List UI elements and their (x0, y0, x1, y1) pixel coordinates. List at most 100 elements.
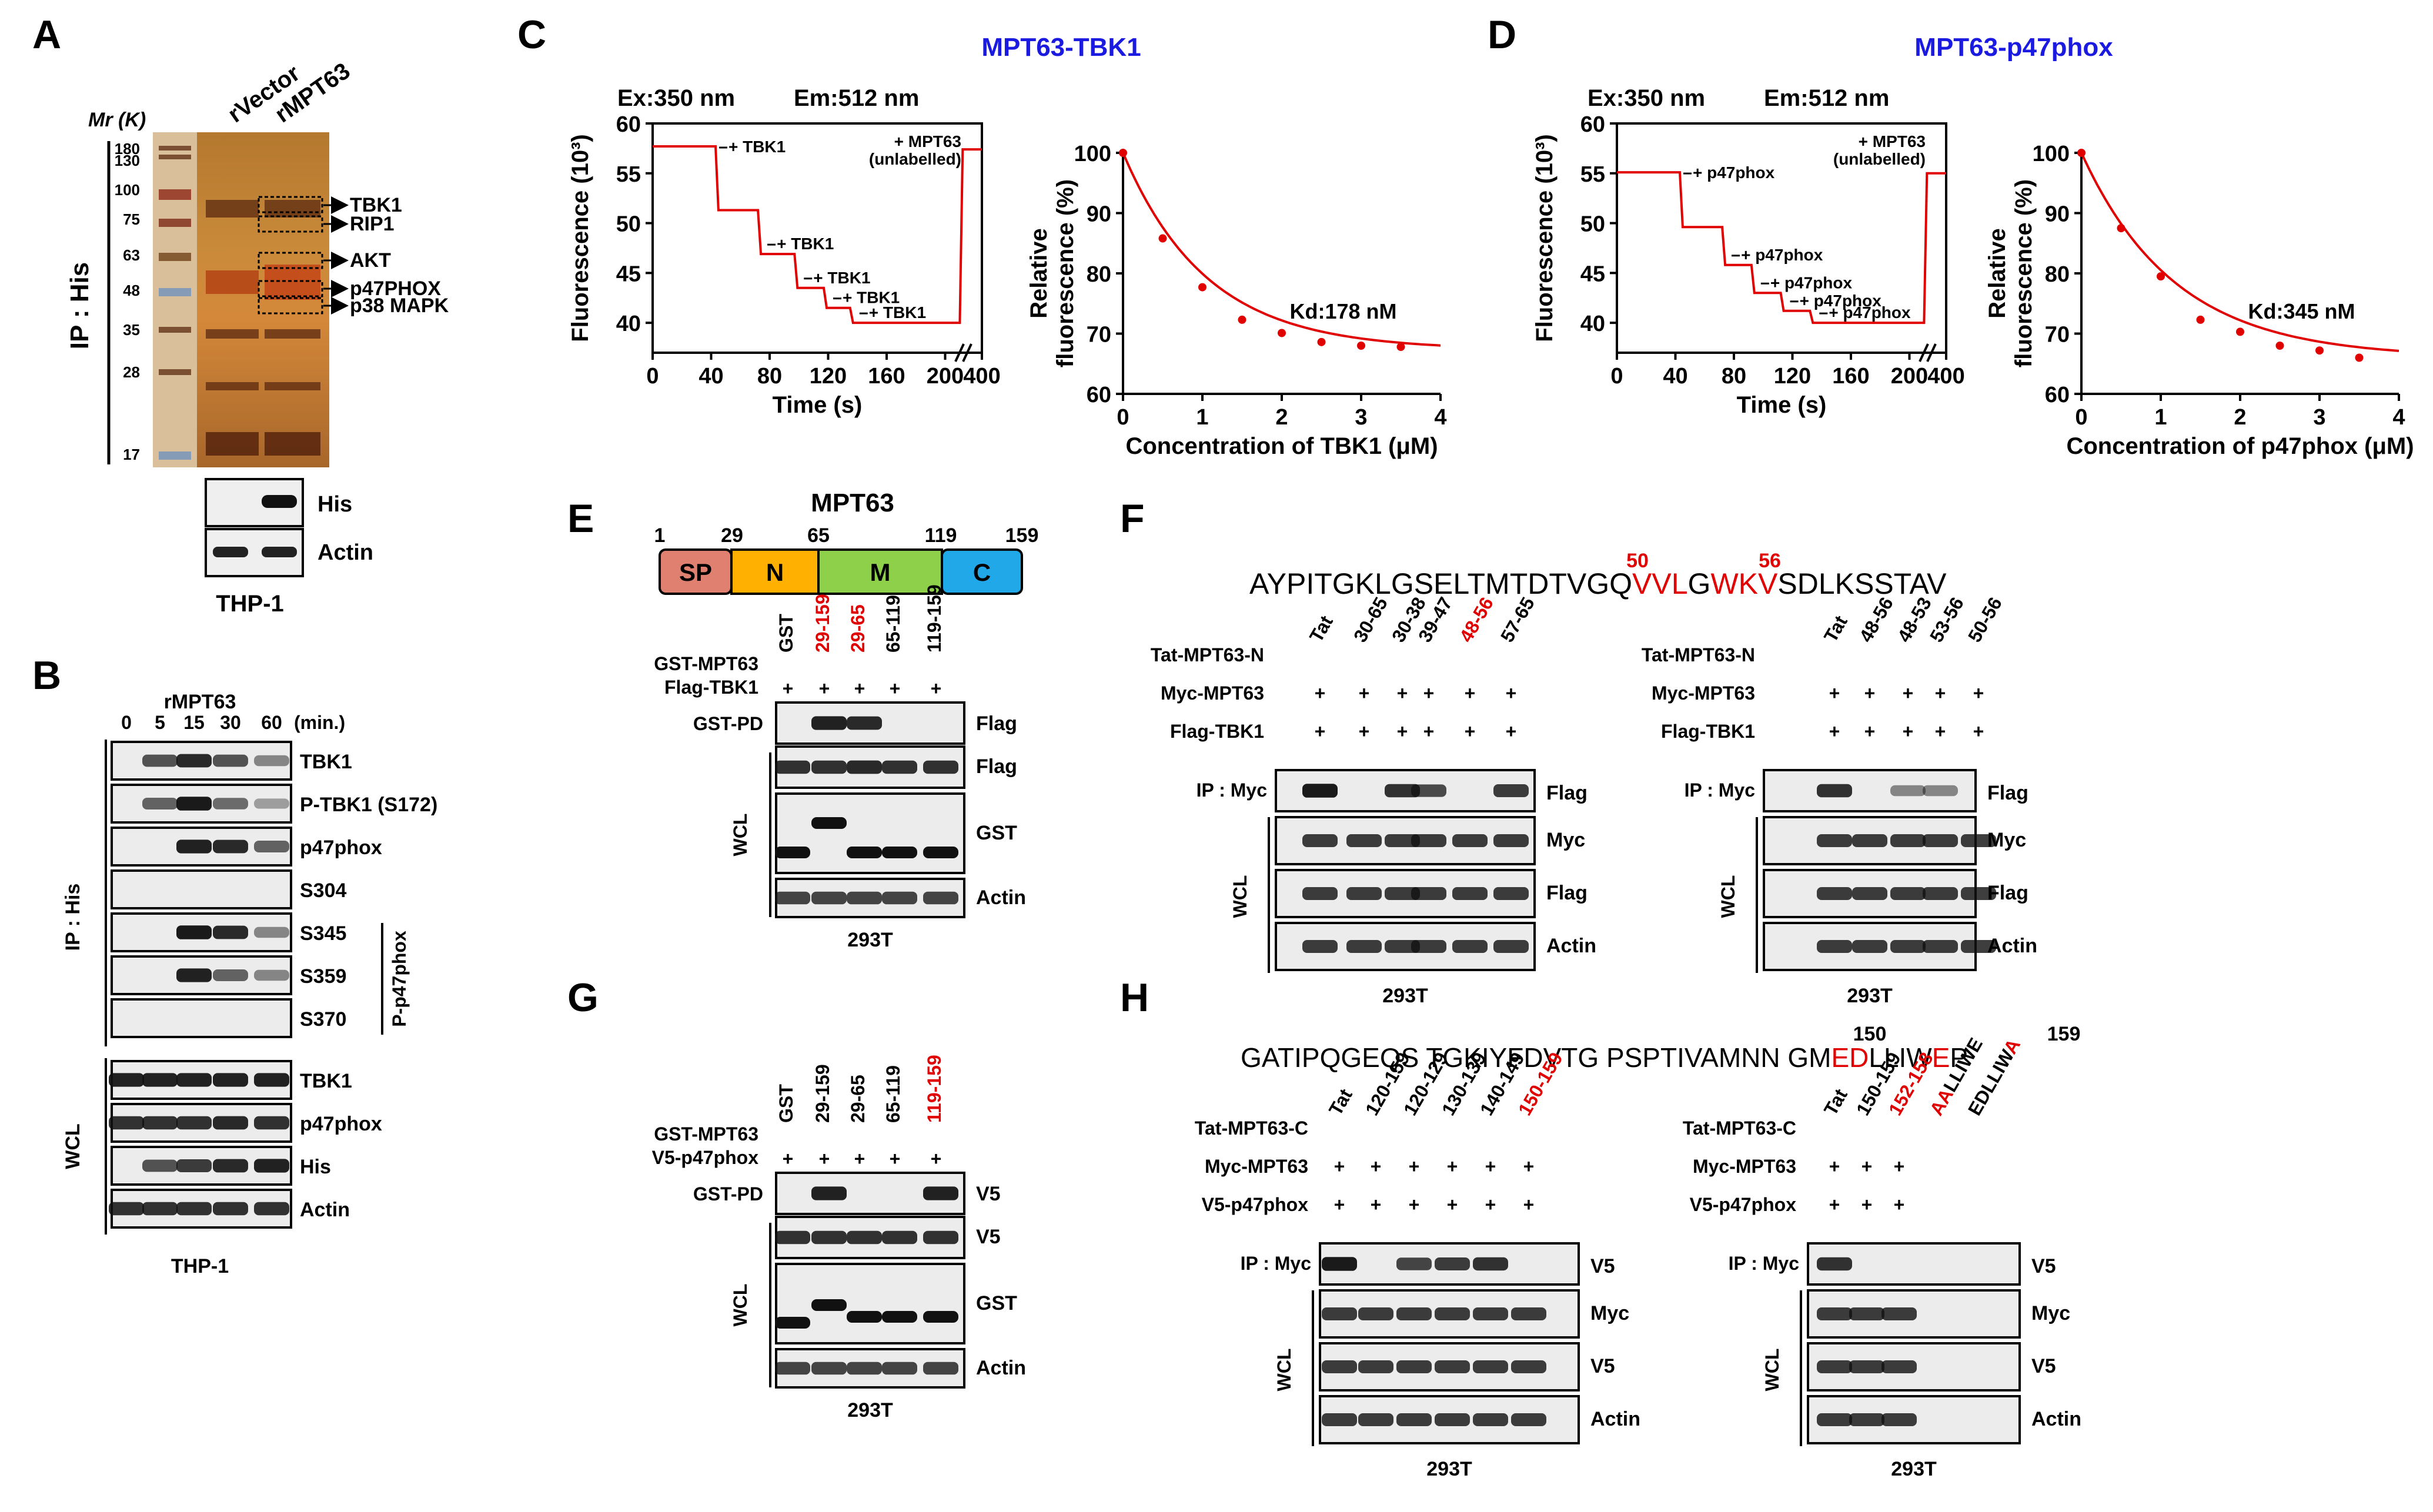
plus-sign: + (1334, 1194, 1345, 1215)
wcl-blot-3 (1319, 1395, 1580, 1444)
plus-sign: + (1864, 721, 1876, 742)
blot-b-4-band (176, 925, 212, 939)
panel-a: A Mr (K) rVector rMPT63 180 130 100 75 6… (32, 12, 449, 617)
y-tick-label: 100 (2033, 142, 2070, 166)
band-labels: TBK1 RIP1 AKT p47PHOX p38 MAPK (323, 194, 449, 317)
actin-blot-band (847, 1362, 882, 1375)
blot-b-wcl-label-2: His (300, 1156, 331, 1178)
svg-text:130: 130 (115, 152, 140, 169)
domain-c (941, 548, 1023, 595)
plus-sign: + (1371, 1156, 1382, 1177)
wcl-blot-1-band (882, 760, 917, 774)
gel-bands (159, 146, 320, 460)
wcl-blot-label-1: Myc (2031, 1302, 2070, 1324)
plus-sign: + (1903, 721, 1914, 742)
plus-sign: + (1523, 1156, 1535, 1177)
blot-b-0-band (176, 754, 212, 768)
blot-b-0 (111, 741, 292, 781)
wcl-blot-label-2: Flag (1546, 882, 1588, 904)
x-tick-label: 80 (757, 364, 782, 389)
em-label-d: Em:512 nm (1764, 85, 1889, 111)
fluorescence-trace (1617, 171, 1946, 325)
seq-pos-56: 56 (1759, 550, 1781, 572)
ip-blot-label: Flag (1546, 782, 1588, 804)
wcl-blot-2 (1763, 869, 1996, 918)
x-tick-label: 0 (646, 364, 659, 389)
his-blot-label: His (318, 492, 352, 517)
row-label-2: Flag-TBK1 (664, 677, 758, 698)
wcl-blot-label-3: Actin (2031, 1408, 2081, 1430)
y-tick-label: 40 (1580, 312, 1605, 336)
x-tick-label: 160 (1832, 364, 1869, 389)
x-tick-label: 0 (1610, 364, 1623, 389)
wcl-blot-3 (1763, 922, 1996, 971)
plus-sign: + (1315, 683, 1326, 704)
blot-b-4-band (213, 925, 248, 939)
co-ip-h: Tat 120-159120-129130-139140-149150-159Ta… (1195, 1034, 2081, 1480)
kd-label: Kd:178 nM (1290, 299, 1397, 323)
blot-b-3-frame (111, 869, 292, 909)
wcl-blot-1-band (1473, 1307, 1508, 1320)
wcl-blot-3 (1275, 922, 1536, 971)
row-label: Tat-MPT63-C (1195, 1118, 1308, 1139)
blot-b-wcl-1 (109, 1103, 292, 1143)
blot-b-label-1: P-TBK1 (S172) (300, 794, 437, 816)
wcl-blot-2-band (1881, 1360, 1917, 1373)
data-point (2117, 224, 2125, 233)
wcl-blot-1 (775, 1216, 965, 1259)
blot-b-5-band (176, 968, 212, 982)
plus-sign: + (1465, 683, 1476, 704)
band-boxes (258, 196, 323, 315)
ip-his-label: IP : His (65, 262, 94, 349)
x-tick-label: 400 (1927, 364, 1964, 389)
plus-sign: + (1359, 721, 1370, 742)
tsC-frame (651, 122, 983, 354)
plus-sign: + (1447, 1156, 1458, 1177)
gst-band (775, 1317, 810, 1329)
blot-b-wcl-1-band (213, 1116, 248, 1130)
x-tick-label: 0 (1117, 405, 1129, 430)
step-annotation: + p47phox (1741, 246, 1823, 264)
cell-line-a: THP-1 (216, 591, 284, 617)
wcl-blot-1-band (775, 760, 810, 774)
svg-text:30: 30 (220, 712, 241, 733)
actin-blot-band (775, 891, 810, 905)
blot-b-wcl-0-band (213, 1073, 248, 1087)
x-axis-label: Time (s) (1737, 392, 1827, 418)
row-label: Myc-MPT63 (1693, 1156, 1796, 1177)
panel-h: H 150 159 GATIPQGEQS TGKIYFDVTG PSPTIVAM… (1120, 975, 2081, 1480)
marker-lane (153, 132, 197, 467)
plus-sign: + (1409, 1194, 1420, 1215)
plus-sign: + (1423, 683, 1435, 704)
svg-text:SP: SP (679, 558, 712, 586)
phospho-group-label: P-p47phox (389, 931, 410, 1027)
wcl-blot-1-band (1493, 834, 1529, 847)
y-axis-label-line1: Relative (1026, 228, 1052, 318)
actin-blot-band (882, 891, 917, 905)
wcl-blot-3-band (1890, 940, 1926, 953)
ip-blot-band (1302, 784, 1338, 798)
blot-b-4 (111, 912, 292, 952)
row-label: V5-p47phox (1690, 1194, 1797, 1215)
panel-letter-g: G (567, 975, 599, 1020)
x-tick-label: 400 (963, 364, 1000, 389)
actin-blot-band (882, 1362, 917, 1375)
wcl-blot-2-band (1852, 887, 1887, 900)
wcl-blot-1-band (1435, 1307, 1470, 1320)
svg-text:M: M (870, 558, 891, 586)
blot-b-2-band (213, 839, 248, 854)
step-annotation: + TBK1 (728, 138, 786, 156)
wcl-blot-3-band (1849, 1413, 1884, 1426)
ip-blot (1807, 1242, 2021, 1286)
wcl-blot-1-band (1923, 834, 1958, 847)
data-point (2315, 346, 2324, 355)
wcl-blot-3-band (1411, 940, 1446, 953)
kd-label: Kd:345 nM (2248, 299, 2355, 323)
sequence-segment: AYPITGKLGSELTMTDTVGQ (1249, 567, 1632, 600)
time-series-chart-d: 40 45 50 55 60 0 40 80 120 160 200 400 Time (s) Fluor… (1532, 112, 1965, 418)
cell-line: 293T (1426, 1458, 1472, 1480)
blot-b-label-5: S359 (300, 965, 346, 988)
step-annotation: + TBK1 (777, 235, 834, 253)
blot-b-4-band (254, 926, 289, 938)
